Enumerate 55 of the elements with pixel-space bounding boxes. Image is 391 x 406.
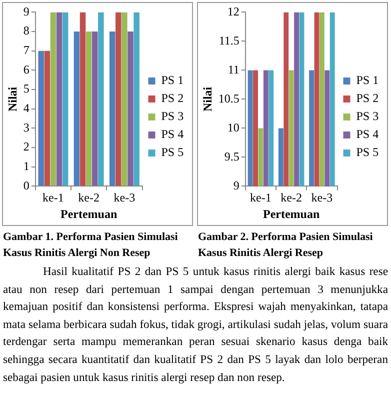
legend-label: PS 2 <box>161 91 184 106</box>
y-tick-label: 12 <box>227 4 240 18</box>
legend-label: PS 3 <box>356 109 379 124</box>
bar <box>74 32 80 186</box>
legend-label: PS 5 <box>161 145 184 160</box>
y-axis-title: Nilai <box>200 86 214 112</box>
text: Gambar 1. Performa Pasien Simulasi Kasus Rinitis Alergi Non Resep <box>2 230 179 261</box>
bar <box>128 32 134 186</box>
x-axis-title: Pertemuan <box>262 206 320 221</box>
y-tick-label: 9 <box>233 178 240 192</box>
text: Gambar 2. Performa Pasien Simulasi Kasus Rinitis Alergi Resep <box>197 230 374 261</box>
y-tick-label: 7 <box>23 43 30 58</box>
x-tick-label: ke-1 <box>250 190 272 205</box>
y-tick-label: 0 <box>23 178 30 192</box>
y-tick-label: 11.5 <box>218 33 240 48</box>
y-tick-label: 2 <box>23 140 30 154</box>
bar <box>134 12 140 186</box>
y-tick-label: 6 <box>23 62 30 76</box>
legend-label: PS 2 <box>356 91 379 106</box>
x-axis-title: Pertemuan <box>60 206 118 221</box>
y-tick-label: 5 <box>23 82 30 96</box>
bar <box>98 12 104 186</box>
x-tick-label: ke-2 <box>280 190 302 205</box>
legend-label: PS 1 <box>161 73 184 88</box>
x-tick-label: ke-1 <box>42 190 64 205</box>
y-tick-label: 9 <box>23 4 30 18</box>
legend-label: PS 4 <box>356 127 379 142</box>
x-tick-label: ke-2 <box>78 190 100 205</box>
bar <box>38 50 44 186</box>
y-axis-title: Nilai <box>5 86 20 112</box>
legend-label: PS 5 <box>356 145 379 160</box>
x-tick-label: ke-3 <box>311 190 333 205</box>
y-tick-label: 4 <box>23 101 30 116</box>
legend-label: PS 3 <box>161 109 184 124</box>
legend-label: PS 1 <box>356 73 379 88</box>
x-tick-label: ke-3 <box>114 190 136 205</box>
y-tick-label: 8 <box>23 24 30 38</box>
bar <box>50 12 56 186</box>
legend-label: PS 4 <box>161 127 184 142</box>
text: Hasil kualitatif PS 2 dan PS 5 untuk kasus rinitis alergi baik kasus rese atau non resep dari pertemuan 1 sampai dengan pertemuan 3 menunjukka kemajuan positif dan konsistensi performa. Ekspresi wajah menyakinkan, tatapa mata selama berbicara sudah fokus, tidak grogi, artikulasi sudah jelas, volum suara terdengar serta mampu memerankan peran sesuai skenario kasus denga baik sehingga secara kuantitatif dan kualitatif PS 2 dan PS 5 layak dan lolo berperan sebagai pasien untuk kasus rinitis alergi resep dan non resep. <box>3 264 388 386</box>
bar <box>122 12 128 186</box>
bar <box>92 32 98 186</box>
bar <box>62 12 68 186</box>
bar <box>109 32 116 186</box>
y-tick-label: 10 <box>227 120 240 134</box>
y-tick-label: 1 <box>23 159 30 174</box>
y-tick-label: 3 <box>23 120 30 134</box>
bar <box>86 32 92 186</box>
bar <box>116 12 122 186</box>
bar <box>80 12 86 186</box>
y-tick-label: 11 <box>228 62 240 76</box>
bar <box>56 12 62 186</box>
y-tick-label: 10.5 <box>218 91 240 106</box>
bar <box>44 50 50 186</box>
y-tick-label: 9.5 <box>224 149 240 164</box>
